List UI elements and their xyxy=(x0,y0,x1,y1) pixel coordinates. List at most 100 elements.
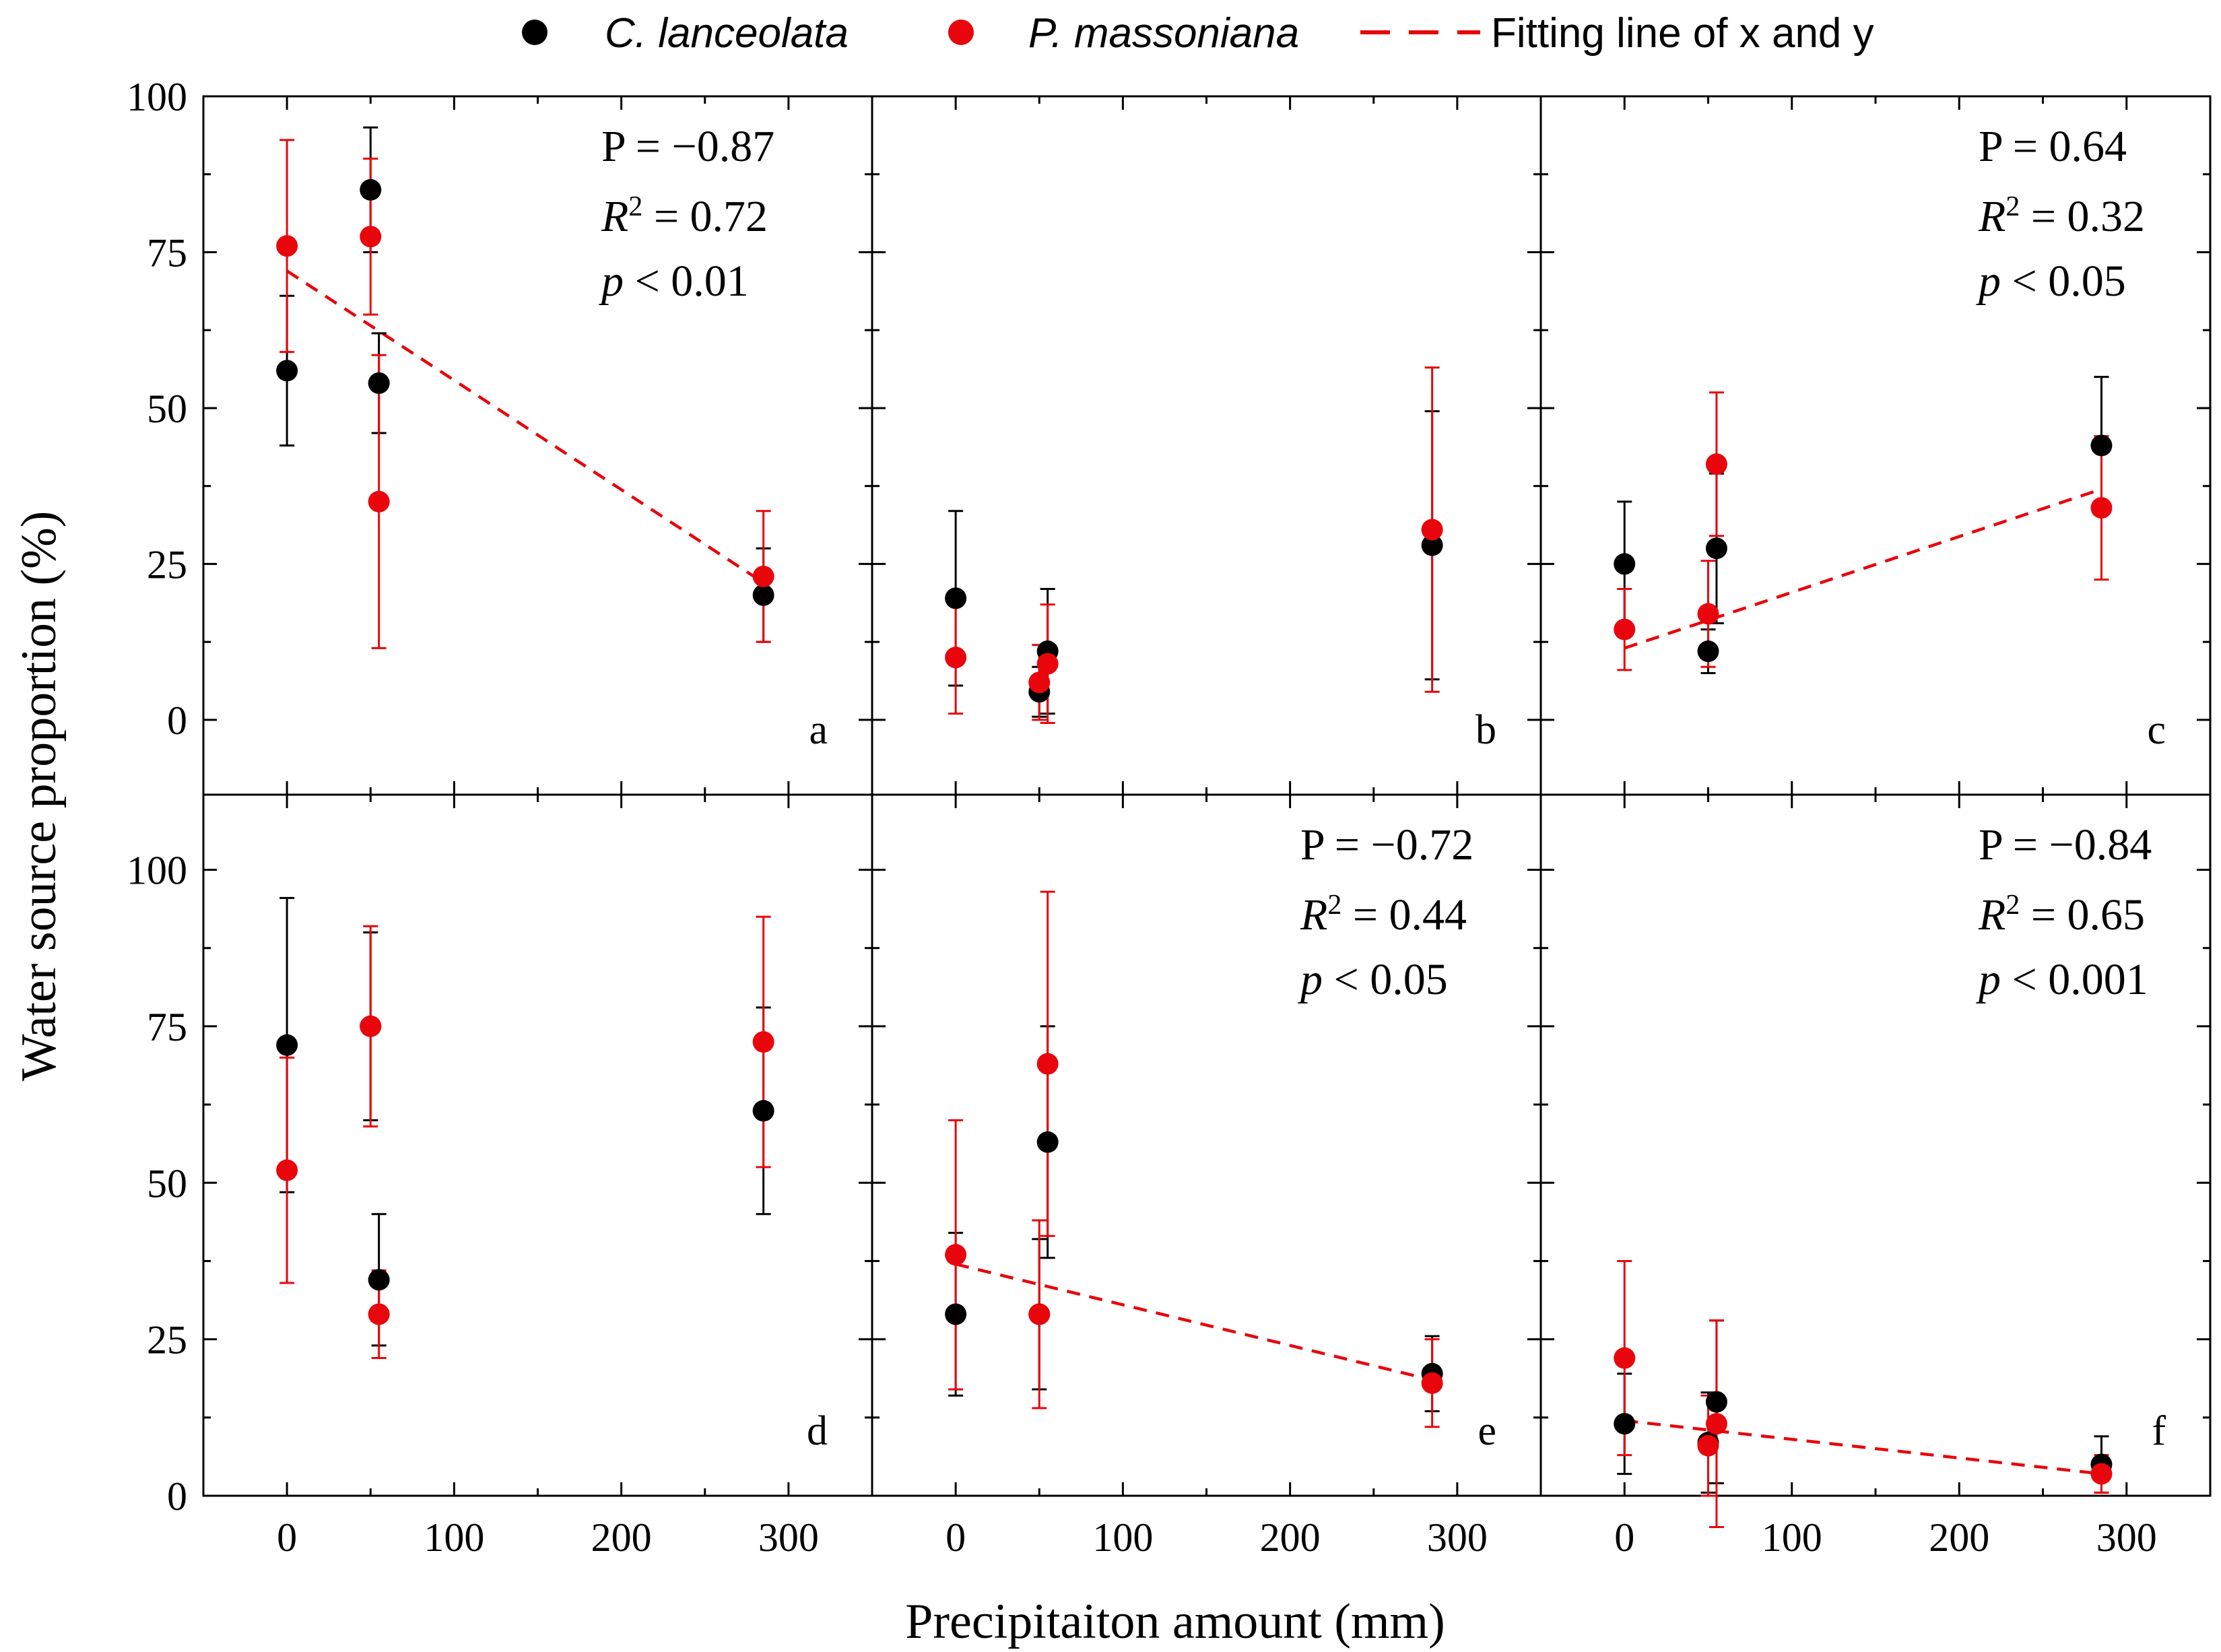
point-c-lanceolata xyxy=(1036,1131,1059,1153)
point-c-lanceolata xyxy=(945,1303,967,1325)
y-tick-label: 75 xyxy=(147,1005,187,1049)
point-c-lanceolata xyxy=(1614,553,1636,575)
point-p-massoniana xyxy=(1697,603,1719,625)
y-tick-label: 0 xyxy=(167,1474,187,1519)
legend: C. lanceolata P. massoniana Fitting line… xyxy=(522,10,1874,57)
panel-letter: e xyxy=(1478,1408,1496,1454)
y-tick-label: 50 xyxy=(147,387,187,431)
panel-letter: c xyxy=(2147,707,2166,753)
point-p-massoniana xyxy=(752,565,774,587)
point-p-massoniana xyxy=(360,226,382,248)
point-c-lanceolata xyxy=(360,178,382,201)
point-p-massoniana xyxy=(1036,1053,1059,1075)
point-p-massoniana xyxy=(1705,453,1727,475)
point-p-massoniana xyxy=(945,1244,967,1266)
x-tick-label: 200 xyxy=(1260,1515,1321,1560)
panel-frame xyxy=(871,95,1542,796)
panel-e: 0 100 200 300 e P = −0.72 R2 = 0.44 p < 0.05 xyxy=(871,793,1542,1560)
panel-frame xyxy=(202,793,873,1497)
fit-line xyxy=(1624,1419,2102,1476)
panel-b: b xyxy=(871,95,1542,796)
stat-p-value: p < 0.01 xyxy=(599,257,749,306)
x-tick-label: 0 xyxy=(946,1515,966,1560)
stat-r-squared: R2 = 0.44 xyxy=(1300,890,1467,939)
point-p-massoniana xyxy=(368,1303,390,1325)
stat-r-squared: R2 = 0.72 xyxy=(601,191,768,241)
panel-f: 0 100 200 300 f P = −0.84 R2 = 0.65 p < 0.001 xyxy=(1539,793,2212,1560)
point-p-massoniana xyxy=(752,1031,774,1053)
point-p-massoniana xyxy=(276,235,298,257)
stat-r-squared: R2 = 0.32 xyxy=(1978,191,2145,241)
fit-line xyxy=(955,1262,1433,1382)
x-tick-label: 300 xyxy=(2096,1515,2157,1560)
point-p-massoniana xyxy=(1421,519,1443,541)
fit-line xyxy=(1624,488,2102,650)
stat-p-value: p < 0.05 xyxy=(1976,257,2126,306)
x-tick-label: 100 xyxy=(424,1515,484,1560)
point-c-lanceolata xyxy=(1421,534,1443,556)
legend-marker-p-massoniana xyxy=(948,20,974,45)
legend-marker-c-lanceolata xyxy=(522,20,548,45)
y-tick-label: 25 xyxy=(147,1318,187,1362)
stat-correlation: P = −0.72 xyxy=(1300,820,1473,869)
point-p-massoniana xyxy=(276,1159,298,1181)
y-tick-label: 100 xyxy=(127,849,187,893)
x-tick-label: 300 xyxy=(1427,1515,1488,1560)
panel-a: 0 25 50 75 100 a P = −0.87 R2 = 0.72 p < 0.01 xyxy=(127,75,873,796)
point-c-lanceolata xyxy=(1697,640,1719,663)
point-p-massoniana xyxy=(360,1015,382,1037)
point-p-massoniana xyxy=(1614,618,1636,640)
point-p-massoniana xyxy=(1614,1347,1636,1369)
stat-r-squared: R2 = 0.65 xyxy=(1978,890,2145,939)
point-p-massoniana xyxy=(2090,497,2113,519)
x-tick-label: 0 xyxy=(277,1515,297,1560)
point-c-lanceolata xyxy=(2090,434,2113,457)
x-tick-label: 200 xyxy=(1929,1515,1989,1560)
x-tick-label: 100 xyxy=(1092,1515,1153,1560)
point-p-massoniana xyxy=(1421,1372,1443,1394)
x-tick-label: 300 xyxy=(758,1515,819,1560)
stat-p-value: p < 0.001 xyxy=(1976,955,2148,1004)
point-p-massoniana xyxy=(945,647,967,669)
legend-label-c-lanceolata: C. lanceolata xyxy=(605,10,849,57)
point-c-lanceolata xyxy=(368,372,390,394)
panel-frame xyxy=(202,95,873,796)
panel-d: 0 25 50 75 100 0 100 200 300 d xyxy=(127,793,873,1560)
point-c-lanceolata xyxy=(276,1034,298,1056)
panel-letter: d xyxy=(807,1408,828,1454)
point-c-lanceolata xyxy=(1705,1391,1727,1413)
point-c-lanceolata xyxy=(945,587,967,609)
point-p-massoniana xyxy=(1697,1434,1719,1457)
x-tick-label: 0 xyxy=(1614,1515,1634,1560)
x-axis-title: Precipitaiton amount (mm) xyxy=(905,1594,1445,1649)
y-tick-label: 25 xyxy=(147,542,187,587)
panel-c: c P = 0.64 R2 = 0.32 p < 0.05 xyxy=(1539,95,2212,796)
legend-label-fitting-line: Fitting line of x and y xyxy=(1491,10,1874,57)
x-tick-label: 200 xyxy=(591,1515,652,1560)
legend-label-p-massoniana: P. massoniana xyxy=(1028,10,1299,57)
x-tick-label: 100 xyxy=(1762,1515,1822,1560)
stat-correlation: P = 0.64 xyxy=(1979,122,2127,171)
y-tick-label: 0 xyxy=(167,698,187,743)
point-p-massoniana xyxy=(368,490,390,513)
point-p-massoniana xyxy=(1036,653,1059,675)
point-p-massoniana xyxy=(1705,1413,1727,1435)
point-c-lanceolata xyxy=(752,1100,774,1122)
panel-letter: b xyxy=(1476,707,1496,753)
point-p-massoniana xyxy=(1028,1303,1051,1325)
stat-correlation: P = −0.87 xyxy=(601,122,774,171)
y-tick-label: 50 xyxy=(147,1161,187,1205)
y-tick-label: 100 xyxy=(127,75,187,119)
point-c-lanceolata xyxy=(276,360,298,382)
panel-grid: 0 25 50 75 100 a P = −0.87 R2 = 0.72 p < 0.01 b c P… xyxy=(127,75,2212,1560)
panel-letter: a xyxy=(809,707,828,753)
point-c-lanceolata xyxy=(752,584,774,606)
point-p-massoniana xyxy=(1028,671,1051,694)
stat-p-value: p < 0.05 xyxy=(1298,955,1448,1004)
point-p-massoniana xyxy=(2090,1463,2113,1485)
stat-correlation: P = −0.84 xyxy=(1979,820,2152,869)
point-c-lanceolata xyxy=(1705,537,1727,560)
y-axis-title: Water source proportion (%) xyxy=(11,511,67,1082)
point-c-lanceolata xyxy=(368,1269,390,1291)
